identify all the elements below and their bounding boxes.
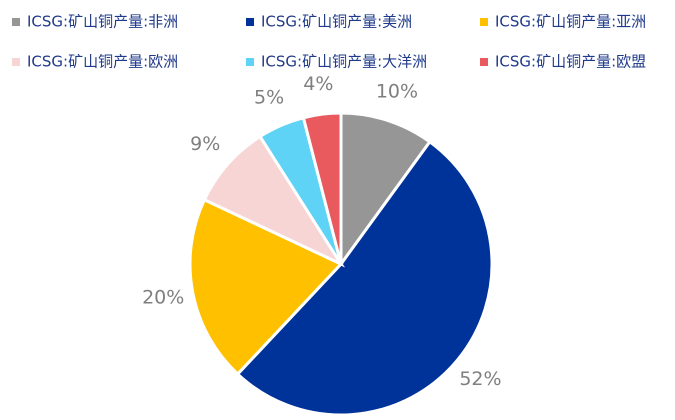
legend-label: ICSG:矿山铜产量:欧洲 [27,53,178,71]
pie-slice [202,134,346,268]
pie-slice [235,139,494,417]
legend-marker [246,58,254,66]
legend-marker [12,18,20,26]
data-label: 5% [254,86,284,108]
legend-label: ICSG:矿山铜产量:欧盟 [495,53,646,71]
data-label: 52% [459,368,501,390]
legend-marker [480,18,488,26]
legend-label: ICSG:矿山铜产量:大洋洲 [261,53,427,71]
pie-slice [188,197,344,377]
legend-marker [480,58,488,66]
pie-slice [301,111,343,265]
data-label: 20% [142,286,184,308]
legend-marker [246,18,254,26]
legend-label: ICSG:矿山铜产量:美洲 [261,13,412,31]
legend-label: ICSG:矿山铜产量:非洲 [27,13,178,31]
data-label: 9% [190,133,220,155]
data-label: 10% [376,80,418,102]
data-label: 4% [303,73,333,95]
legend-marker [12,58,20,66]
legend-label: ICSG:矿山铜产量:亚洲 [495,13,646,31]
pie-slice [339,111,432,269]
